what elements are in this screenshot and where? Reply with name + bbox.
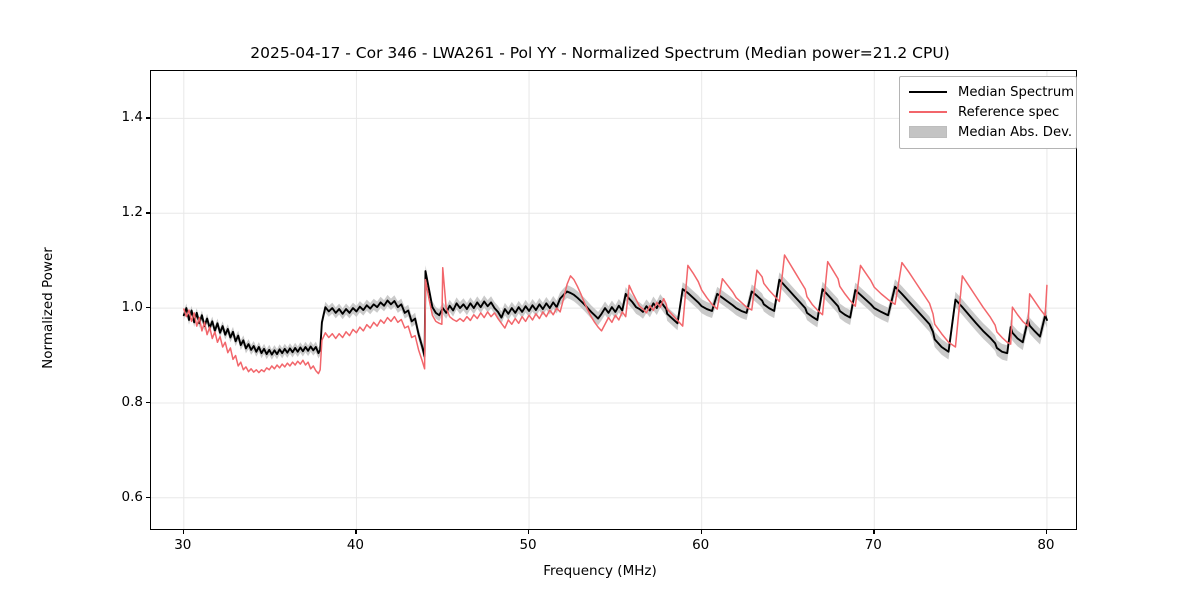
x-tick-mark	[528, 530, 530, 534]
x-tick-mark	[182, 530, 185, 534]
y-axis-label: Normalized Power	[40, 247, 56, 369]
x-tick-mark	[873, 530, 875, 534]
y-tick-mark	[146, 212, 150, 214]
y-tick-mark	[146, 496, 150, 499]
x-tick-label: 30	[174, 537, 192, 553]
y-tick-mark	[146, 401, 150, 404]
legend-item-median-abs-dev: Median Abs. Dev.	[907, 122, 1073, 142]
y-tick-label: 1.0	[121, 299, 143, 316]
y-tick-label: 1.4	[121, 109, 143, 126]
chart-title: 2025-04-17 - Cor 346 - LWA261 - Pol YY -…	[250, 44, 950, 62]
legend-item-median-spectrum: Median Spectrum	[907, 82, 1074, 102]
legend-swatch-line-icon	[907, 105, 949, 119]
x-tick-mark	[355, 530, 357, 534]
x-tick-label: 50	[519, 537, 537, 553]
y-tick-label: 0.6	[121, 488, 143, 505]
x-tick-mark	[700, 530, 702, 534]
y-tick-label: 1.2	[121, 204, 143, 221]
x-tick-label: 60	[692, 537, 710, 553]
y-tick-mark	[146, 117, 150, 119]
x-axis-label: Frequency (MHz)	[543, 563, 657, 579]
legend-label: Median Spectrum	[958, 84, 1075, 100]
legend: Median Spectrum Reference spec Median Ab…	[899, 76, 1077, 149]
legend-swatch-line-icon	[907, 85, 949, 99]
legend-swatch-patch-icon	[907, 125, 949, 139]
y-tick-mark	[146, 307, 150, 309]
plot-svg	[151, 71, 1076, 529]
x-tick-label: 40	[346, 537, 365, 553]
x-tick-mark	[1045, 530, 1048, 534]
y-tick-label: 0.8	[121, 393, 143, 410]
x-tick-label: 70	[864, 537, 882, 553]
legend-item-reference-spec: Reference spec	[907, 102, 1069, 122]
legend-label: Median Abs. Dev.	[958, 124, 1073, 140]
x-tick-label: 80	[1037, 537, 1055, 553]
legend-label: Reference spec	[958, 104, 1060, 120]
